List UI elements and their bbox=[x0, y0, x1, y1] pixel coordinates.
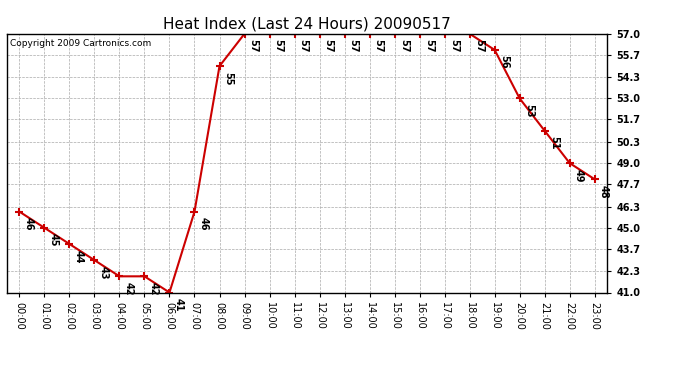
Text: 41: 41 bbox=[174, 298, 184, 312]
Text: 49: 49 bbox=[574, 169, 584, 182]
Text: 44: 44 bbox=[74, 249, 83, 263]
Text: 43: 43 bbox=[99, 266, 108, 279]
Text: 56: 56 bbox=[499, 56, 509, 69]
Text: 57: 57 bbox=[299, 39, 308, 53]
Text: 57: 57 bbox=[399, 39, 408, 53]
Text: 42: 42 bbox=[148, 282, 159, 296]
Text: Copyright 2009 Cartronics.com: Copyright 2009 Cartronics.com bbox=[10, 39, 151, 48]
Text: 48: 48 bbox=[599, 185, 609, 198]
Text: 57: 57 bbox=[474, 39, 484, 53]
Text: 42: 42 bbox=[124, 282, 134, 296]
Text: 51: 51 bbox=[549, 136, 559, 150]
Text: 46: 46 bbox=[23, 217, 34, 231]
Text: 57: 57 bbox=[274, 39, 284, 53]
Text: 55: 55 bbox=[224, 72, 234, 85]
Text: 57: 57 bbox=[424, 39, 434, 53]
Text: 46: 46 bbox=[199, 217, 208, 231]
Text: 57: 57 bbox=[448, 39, 459, 53]
Text: 57: 57 bbox=[324, 39, 334, 53]
Title: Heat Index (Last 24 Hours) 20090517: Heat Index (Last 24 Hours) 20090517 bbox=[163, 16, 451, 31]
Text: 53: 53 bbox=[524, 104, 534, 117]
Text: 57: 57 bbox=[348, 39, 359, 53]
Text: 45: 45 bbox=[48, 233, 59, 247]
Text: 57: 57 bbox=[248, 39, 259, 53]
Text: 57: 57 bbox=[374, 39, 384, 53]
